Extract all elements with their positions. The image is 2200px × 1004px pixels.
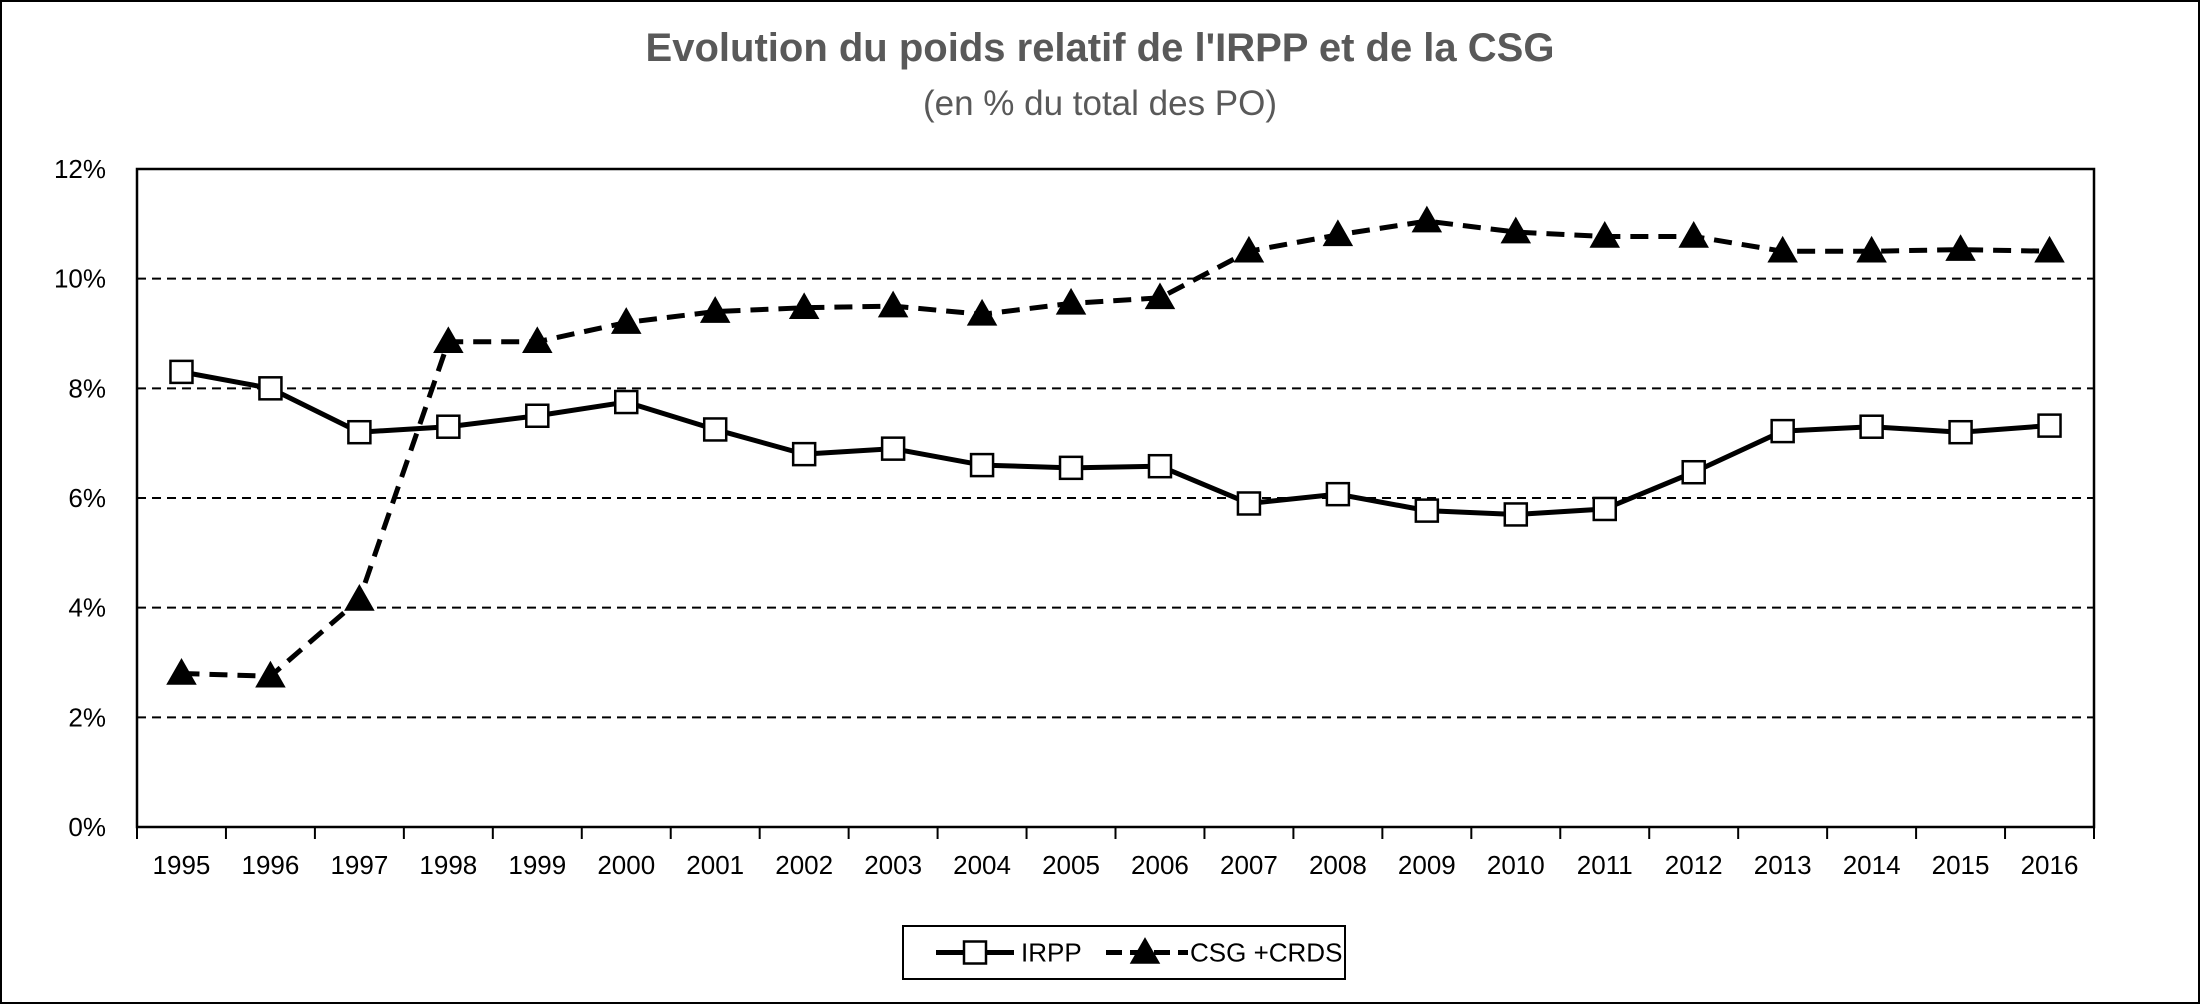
x-tick-label: 2002	[775, 850, 833, 880]
irpp-marker	[1948, 419, 1973, 445]
irpp-marker	[614, 389, 639, 415]
irpp-marker	[880, 436, 906, 461]
csg-crds-marker	[1055, 287, 1087, 315]
csg-crds-marker	[522, 326, 553, 354]
x-tick-label: 2010	[1487, 850, 1545, 880]
irpp-marker	[258, 376, 283, 401]
csg-crds-marker	[877, 290, 909, 318]
irpp-marker	[702, 417, 728, 442]
csg-crds-marker	[2034, 235, 2065, 263]
x-tick-label: 2014	[1843, 850, 1901, 880]
x-tick-label: 2004	[953, 850, 1011, 880]
irpp-marker	[347, 419, 372, 445]
x-axis: 1995 1996 1997 1998 1999 2000 2001 2002 2003 2004…	[136, 827, 2095, 880]
csg-crds-marker	[1500, 216, 1532, 244]
x-tick-label: 2005	[1042, 850, 1100, 880]
legend-label-csg-crds: CSG +CRDS	[1190, 938, 1342, 968]
x-tick-label: 2013	[1754, 850, 1812, 880]
irpp-marker	[2037, 413, 2062, 438]
csg-crds-marker	[1233, 235, 1265, 263]
x-tick-label: 2012	[1665, 850, 1723, 880]
irpp-marker	[791, 441, 817, 467]
irpp-marker	[436, 414, 461, 439]
csg-crds-marker	[1411, 205, 1443, 233]
csg-crds-marker	[1767, 235, 1798, 263]
x-tick-label: 2001	[686, 850, 744, 880]
x-tick-label: 2011	[1577, 850, 1633, 880]
csg-crds-marker	[966, 298, 998, 326]
irpp-marker	[1236, 491, 1262, 516]
irpp-marker	[169, 359, 194, 385]
y-tick-label: 4%	[68, 593, 106, 623]
x-tick-label: 1996	[242, 850, 300, 880]
series-group	[166, 205, 2065, 688]
x-tick-label: 2015	[1932, 850, 1990, 880]
irpp-marker	[1859, 414, 1884, 439]
x-tick-label: 2006	[1131, 850, 1189, 880]
x-tick-label: 1995	[153, 850, 211, 880]
chart-subtitle: (en % du total des PO)	[922, 84, 1278, 123]
irpp-marker	[1503, 502, 1529, 527]
series-line-csg-crds	[181, 218, 2050, 679]
csg-crds-marker	[699, 296, 731, 323]
csg-crds-marker	[255, 660, 286, 688]
csg-crds-marker	[344, 584, 375, 611]
y-tick-label: 6%	[68, 483, 106, 513]
x-tick-label: 2008	[1309, 850, 1367, 880]
csg-crds-marker	[788, 292, 820, 320]
chart-title: Evolution du poids relatif de l'IRPP et …	[645, 26, 1555, 70]
x-tick-label: 1998	[419, 850, 477, 880]
irpp-marker	[1592, 496, 1617, 522]
irpp-marker	[1414, 498, 1440, 523]
x-tick-label: 1997	[330, 850, 388, 880]
csg-crds-marker	[1945, 234, 1976, 261]
irpp-marker	[525, 403, 550, 428]
y-tick-label: 0%	[68, 812, 106, 842]
y-tick-label: 2%	[68, 702, 106, 732]
irpp-marker	[1147, 453, 1173, 479]
csg-crds-marker	[1589, 221, 1621, 248]
grid-lines	[137, 277, 2094, 719]
legend: IRPP CSG +CRDS	[902, 925, 1346, 980]
csg-crds-marker	[1144, 282, 1176, 310]
x-tick-label: 2000	[597, 850, 655, 880]
irpp-marker	[969, 452, 995, 478]
csg-crds-marker	[1322, 219, 1354, 247]
x-tick-label: 2009	[1398, 850, 1456, 880]
irpp-marker	[1058, 455, 1084, 481]
y-tick-label: 12%	[54, 154, 106, 184]
legend-marker-irpp	[962, 940, 988, 965]
legend-label-irpp: IRPP	[1021, 938, 1082, 968]
csg-crds-marker	[610, 307, 642, 334]
csg-crds-marker	[166, 658, 197, 685]
series-line-irpp	[181, 369, 2050, 517]
csg-crds-marker	[1856, 235, 1887, 263]
y-axis: 0% 2% 4% 6% 8% 10% 12%	[54, 154, 106, 842]
csg-crds-marker	[433, 326, 464, 354]
x-tick-label: 2016	[2021, 850, 2079, 880]
x-tick-label: 1999	[508, 850, 566, 880]
y-tick-label: 8%	[68, 373, 106, 403]
csg-crds-marker	[1678, 221, 1709, 248]
irpp-marker	[1681, 459, 1706, 485]
irpp-marker	[1325, 481, 1351, 507]
irpp-marker	[1770, 418, 1795, 444]
x-tick-label: 2003	[864, 850, 922, 880]
y-tick-label: 10%	[54, 264, 106, 294]
x-tick-label: 2007	[1220, 850, 1278, 880]
legend-marker-csg-crds	[1129, 937, 1161, 964]
